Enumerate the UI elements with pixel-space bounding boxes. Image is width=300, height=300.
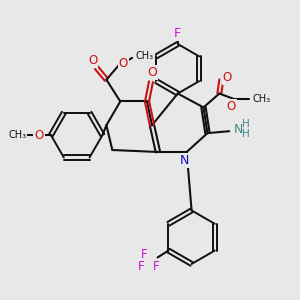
Text: N: N <box>234 123 244 136</box>
Text: O: O <box>88 54 97 67</box>
Text: H: H <box>242 129 250 139</box>
Text: CH₃: CH₃ <box>136 51 154 61</box>
Text: O: O <box>223 71 232 84</box>
Text: O: O <box>226 100 236 113</box>
Text: O: O <box>118 57 128 70</box>
Text: H: H <box>242 119 250 129</box>
Text: CH₃: CH₃ <box>8 130 26 140</box>
Text: F: F <box>174 27 181 40</box>
Text: O: O <box>147 66 157 79</box>
Text: O: O <box>34 129 44 142</box>
Text: F: F <box>141 248 148 261</box>
Text: F: F <box>153 260 160 273</box>
Text: CH₃: CH₃ <box>253 94 271 104</box>
Text: F: F <box>137 260 144 273</box>
Text: N: N <box>180 154 189 167</box>
